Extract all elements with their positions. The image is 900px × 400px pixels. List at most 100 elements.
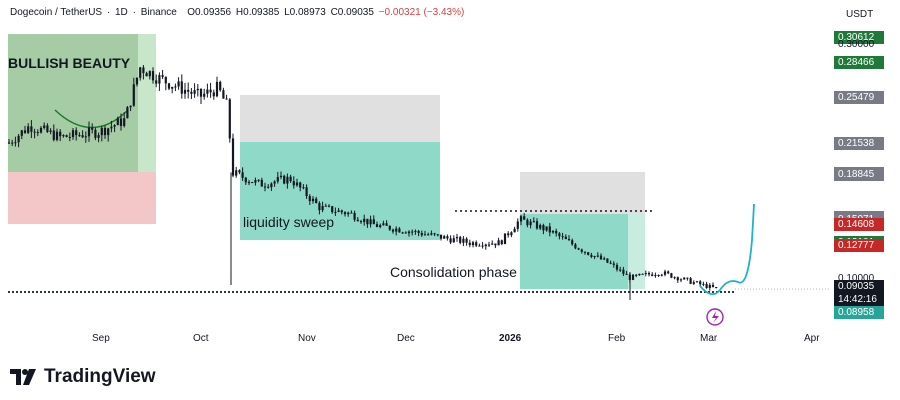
candle-body bbox=[465, 238, 468, 243]
time-tick: Apr bbox=[804, 333, 820, 344]
bullish-zone-edge bbox=[138, 34, 156, 172]
candle-body bbox=[347, 212, 350, 215]
candle-body bbox=[507, 233, 510, 236]
candle-body bbox=[206, 89, 209, 94]
candle-body bbox=[340, 210, 343, 213]
bullish-zone bbox=[8, 34, 138, 172]
price-tag: 0.30000 bbox=[838, 38, 875, 50]
candle-body bbox=[446, 236, 449, 239]
candle-body bbox=[363, 218, 366, 222]
candle-body bbox=[324, 205, 327, 207]
candle-body bbox=[516, 221, 519, 229]
candle-body bbox=[235, 170, 238, 176]
candle-body bbox=[699, 281, 702, 285]
candle-body bbox=[532, 221, 535, 223]
price-tag: 0.12777 bbox=[834, 239, 884, 253]
candle-body bbox=[529, 221, 532, 226]
candle-body bbox=[11, 142, 14, 144]
candle-body bbox=[65, 135, 68, 138]
candle-body bbox=[139, 67, 142, 78]
candle-body bbox=[331, 206, 334, 213]
candlestick-series bbox=[7, 64, 718, 300]
lightning-icon-circle bbox=[706, 308, 724, 326]
candle-body bbox=[673, 277, 676, 279]
candle-body bbox=[161, 75, 164, 77]
candle-body bbox=[555, 230, 558, 234]
candle-body bbox=[295, 182, 299, 186]
candle-body bbox=[33, 131, 36, 133]
sweep-label: liquidity sweep bbox=[243, 214, 335, 230]
candle-body bbox=[148, 71, 151, 77]
candle-body bbox=[651, 274, 654, 276]
currency-unit[interactable]: USDT bbox=[846, 9, 874, 20]
candle-body bbox=[199, 88, 203, 97]
candle-body bbox=[52, 130, 55, 140]
candle-body bbox=[196, 88, 199, 91]
candle-body bbox=[55, 131, 59, 140]
candle-body bbox=[411, 231, 414, 233]
exchange-label: Binance bbox=[140, 7, 177, 18]
sweep-zone bbox=[240, 142, 440, 240]
candle-body bbox=[542, 225, 545, 231]
candle-body bbox=[647, 272, 651, 275]
candle-body bbox=[475, 242, 478, 246]
candle-body bbox=[273, 181, 276, 184]
candle-body bbox=[228, 99, 231, 139]
price-tag: 14:42:16 bbox=[834, 293, 884, 306]
symbol-header: Dogecoin / TetherUS · 1D · Binance O0.09… bbox=[10, 7, 465, 18]
candle-body bbox=[670, 273, 673, 278]
candle-body bbox=[433, 233, 436, 235]
candle-body bbox=[203, 93, 206, 97]
candle-body bbox=[167, 83, 171, 89]
candle-body bbox=[97, 135, 100, 138]
candle-body bbox=[126, 107, 129, 119]
tradingview-icon bbox=[10, 369, 36, 385]
candle-body bbox=[260, 179, 263, 187]
candle-body bbox=[513, 228, 516, 233]
candle-body bbox=[398, 228, 401, 233]
candle-body bbox=[430, 233, 433, 235]
candle-body bbox=[244, 177, 247, 183]
candle-body bbox=[590, 254, 593, 258]
candle-body bbox=[564, 236, 567, 240]
candle-body bbox=[391, 229, 395, 232]
candle-body bbox=[587, 252, 590, 255]
candle-body bbox=[484, 244, 487, 247]
price-tag: 0.14608 bbox=[834, 217, 884, 231]
tradingview-logo[interactable]: TradingView bbox=[10, 366, 156, 388]
candle-body bbox=[654, 275, 657, 277]
candle-body bbox=[708, 284, 711, 289]
candle-body bbox=[491, 243, 494, 245]
candle-body bbox=[155, 80, 158, 84]
candle-body bbox=[535, 221, 539, 229]
interval-label[interactable]: 1D bbox=[115, 7, 128, 18]
candle-body bbox=[231, 138, 235, 176]
candle-body bbox=[420, 233, 423, 236]
candle-body bbox=[455, 237, 459, 239]
candle-body bbox=[103, 127, 107, 136]
candle-body bbox=[75, 130, 78, 136]
symbol-name[interactable]: Dogecoin / TetherUS bbox=[10, 7, 103, 18]
candle-body bbox=[251, 182, 254, 184]
candle-body bbox=[334, 211, 337, 213]
candle-body bbox=[609, 262, 612, 264]
candle-body bbox=[497, 240, 500, 246]
candle-body bbox=[190, 91, 193, 94]
candle-body bbox=[577, 248, 580, 250]
candle-body bbox=[94, 129, 97, 138]
candle-body bbox=[635, 274, 638, 276]
candle-body bbox=[225, 98, 228, 100]
candle-body bbox=[241, 172, 244, 178]
candle-body bbox=[683, 277, 686, 280]
lightning-icon-bolt bbox=[712, 311, 719, 323]
logo-text: TradingView bbox=[44, 366, 156, 387]
candle-body bbox=[222, 90, 225, 99]
time-tick: Oct bbox=[193, 333, 209, 344]
lightning-icon bbox=[706, 308, 724, 326]
candle-body bbox=[676, 277, 679, 281]
candle-body bbox=[212, 92, 215, 97]
candle-body bbox=[46, 125, 49, 132]
candle-body bbox=[39, 127, 43, 133]
candle-body bbox=[356, 219, 359, 222]
